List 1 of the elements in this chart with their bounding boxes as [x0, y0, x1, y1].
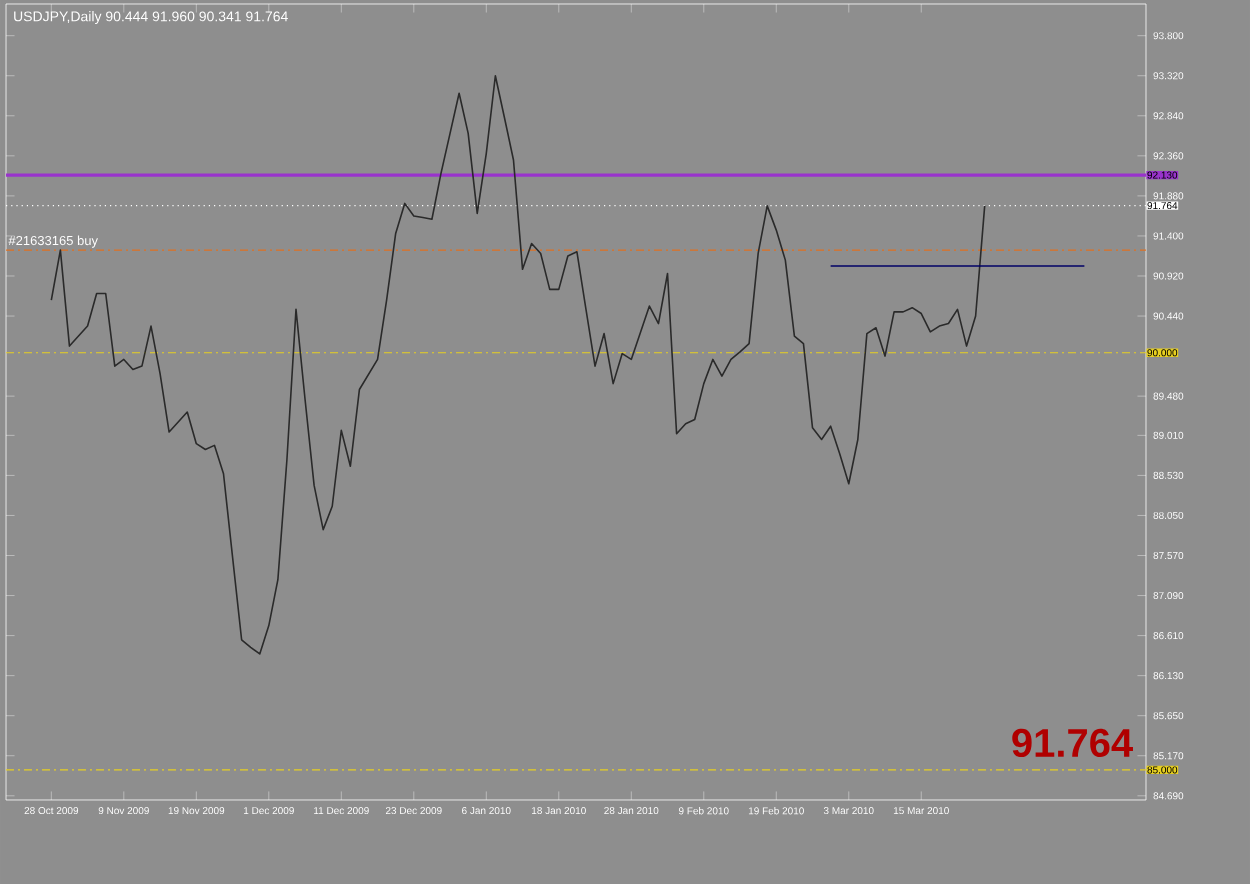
- annotation: 91.764: [1012, 728, 1133, 758]
